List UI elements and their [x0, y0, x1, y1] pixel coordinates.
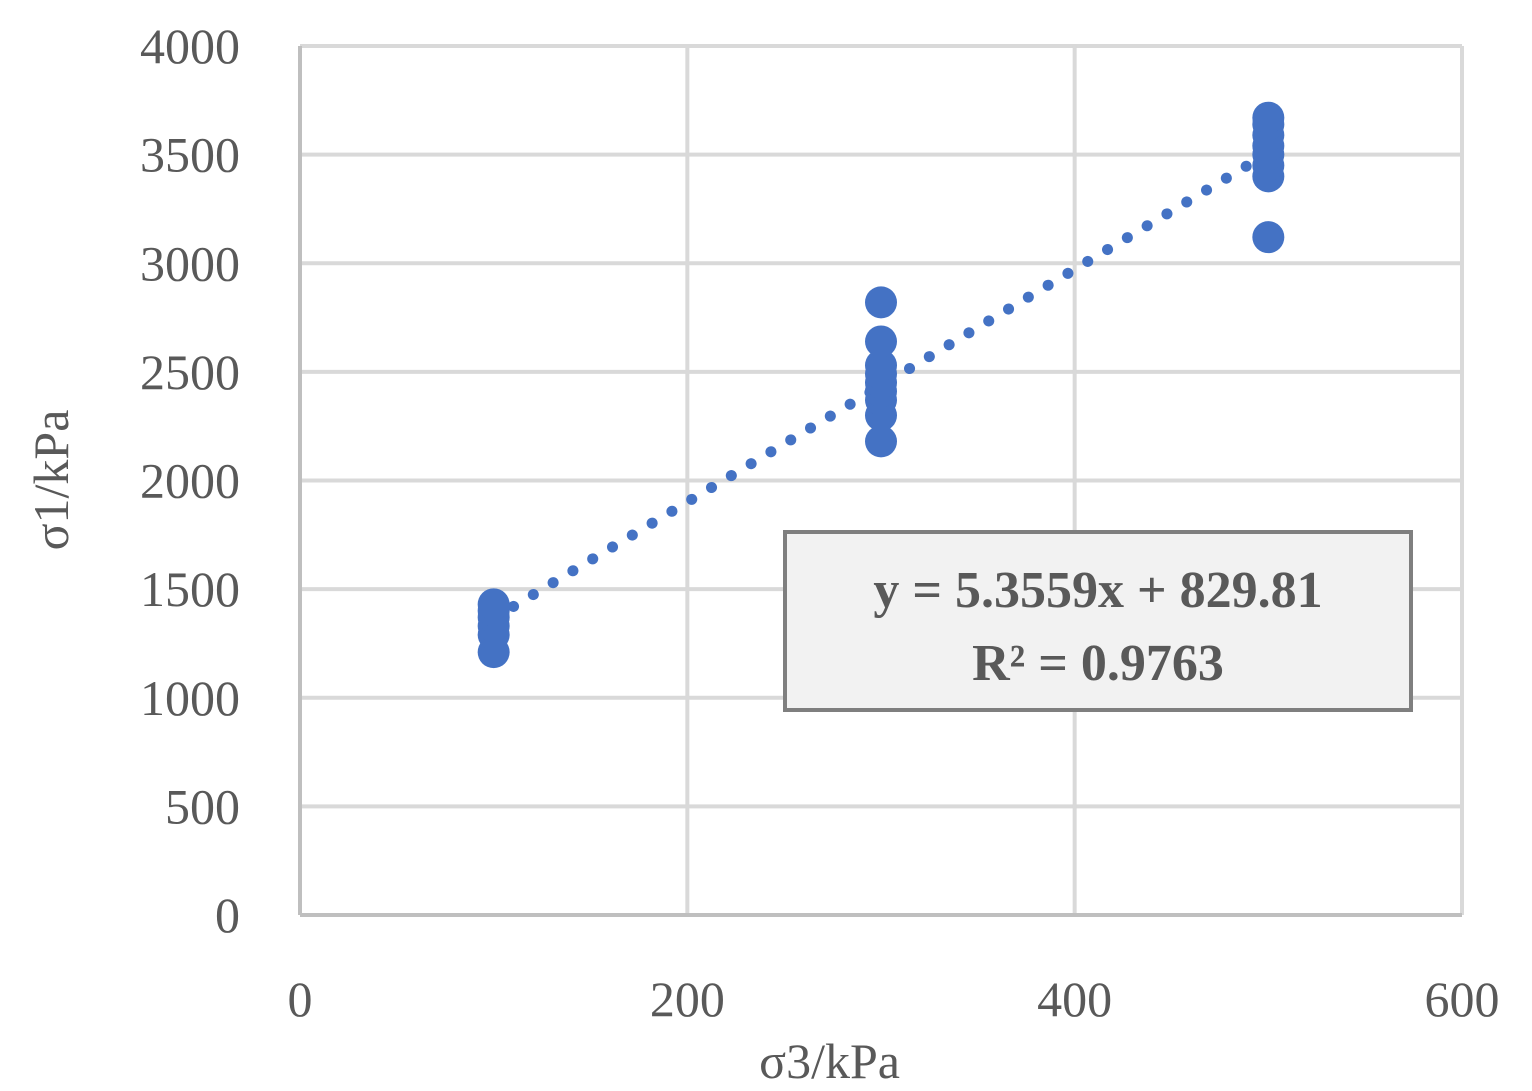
- data-point: [865, 286, 897, 319]
- y-tick-label: 500: [165, 778, 240, 834]
- y-tick-label: 0: [215, 887, 240, 943]
- x-tick-labels: 0 200 400 600: [288, 971, 1500, 1027]
- equation-box: y = 5.3559x + 829.81 R² = 0.9763: [783, 530, 1413, 712]
- data-point: [1252, 101, 1285, 134]
- y-tick-label: 3500: [140, 127, 240, 183]
- x-tick-label: 0: [288, 971, 313, 1027]
- x-tick-label: 200: [650, 971, 725, 1027]
- y-axis-title: σ1/kPa: [23, 410, 79, 551]
- y-tick-labels: 0 500 1000 1500 2000 2500 3000 3500 4000: [140, 18, 240, 943]
- y-tick-label: 4000: [140, 18, 240, 74]
- equation-box-frame: [783, 530, 1413, 712]
- data-point: [865, 325, 897, 358]
- data-point: [477, 588, 510, 621]
- axes: [298, 46, 1462, 917]
- x-tick-label: 600: [1425, 971, 1500, 1027]
- y-tick-label: 2000: [140, 453, 240, 509]
- x-tick-label: 400: [1037, 971, 1112, 1027]
- y-tick-label: 1000: [140, 670, 240, 726]
- grid-lines: [300, 44, 1464, 915]
- y-tick-label: 2500: [140, 344, 240, 400]
- data-point: [865, 425, 897, 458]
- y-tick-label: 1500: [140, 561, 240, 617]
- data-point: [1252, 221, 1285, 254]
- data-point: [865, 349, 897, 382]
- trendline-equation: y = 5.3559x + 829.81: [873, 562, 1322, 619]
- y-tick-label: 3000: [140, 235, 240, 291]
- r-squared-label: R² = 0.9763: [972, 635, 1224, 692]
- x-axis-title: σ3/kPa: [759, 1033, 900, 1089]
- data-points: [477, 101, 1285, 669]
